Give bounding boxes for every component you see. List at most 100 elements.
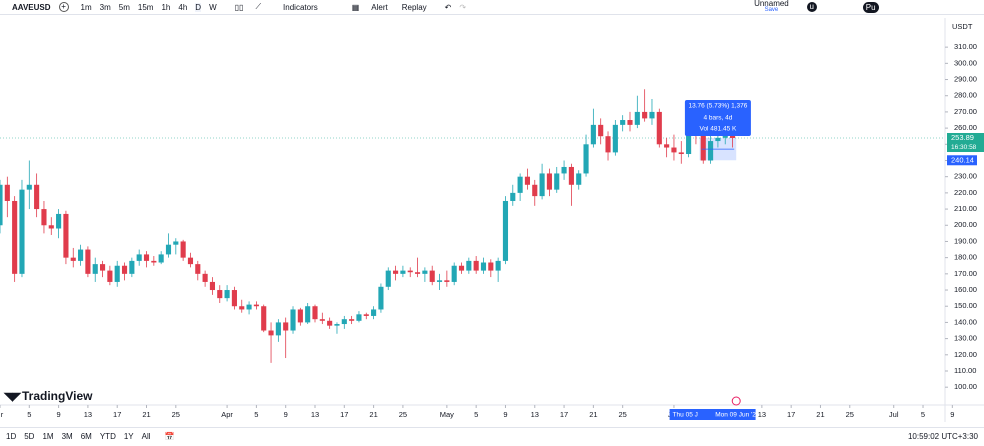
candle-body (576, 173, 582, 185)
interval[interactable]: 15m (137, 2, 154, 12)
currency: USDT (952, 22, 973, 31)
layout-name: Unnamed (754, 0, 789, 8)
range[interactable]: 6M (80, 431, 92, 441)
candle-body (12, 200, 18, 274)
layouts[interactable]: ▦ (351, 2, 360, 12)
y-tick-label: 160.00 (954, 285, 977, 294)
candle-body (656, 111, 662, 145)
candle-body (195, 264, 201, 274)
x-tick-label: 5 (921, 410, 925, 419)
candle-body (209, 281, 216, 291)
candle-body (4, 184, 10, 201)
candle-body (649, 111, 655, 119)
candle-body (429, 270, 435, 282)
replay[interactable]: Replay (401, 2, 427, 12)
interval[interactable]: 1h (161, 2, 171, 12)
measure-text: 13.76 (5.73%) 1,376 (688, 103, 747, 110)
y-tick-label: 100.00 (954, 382, 977, 391)
x-tick-label: 17 (560, 410, 568, 419)
x-tick-label: Jul (889, 410, 899, 419)
candle-body (473, 260, 479, 271)
candle-body (502, 200, 509, 261)
candle-body (708, 141, 714, 161)
chart-type[interactable]: ▯▯ (234, 2, 244, 12)
crosshair-price-label: 240.14 (951, 155, 974, 164)
candle-body (63, 213, 69, 258)
indicators[interactable]: Indicators (283, 2, 318, 12)
x-tick-label: 21 (142, 410, 150, 419)
candle-body (312, 306, 318, 320)
candle-body (187, 257, 194, 265)
y-tick-label: 220.00 (954, 188, 977, 197)
profile[interactable]: Pu (862, 1, 879, 13)
y-tick-label: 280.00 (954, 91, 977, 100)
x-tick-label: 17 (787, 410, 795, 419)
add-symbol[interactable]: + (58, 2, 69, 12)
crosshair-date-bg (669, 409, 756, 420)
range[interactable]: 1Y (123, 431, 134, 441)
alert[interactable]: Alert (371, 2, 388, 12)
y-tick-label: 120.00 (954, 350, 977, 359)
countdown-bg (947, 143, 984, 153)
interval[interactable]: W (209, 2, 217, 12)
interval[interactable]: D (195, 2, 202, 12)
y-tick-label: 210.00 (954, 204, 977, 213)
watermark: TradingView (22, 389, 93, 403)
range[interactable]: 3M (61, 431, 73, 441)
candle-body (129, 260, 135, 274)
x-tick-label: 21 (369, 410, 377, 419)
candle-body (444, 280, 450, 282)
y-tick-label: 270.00 (954, 107, 977, 116)
candle-body (378, 286, 384, 310)
candle-body (700, 134, 706, 161)
undo[interactable]: ↶ (444, 2, 452, 12)
date-range[interactable]: 📅 (164, 431, 175, 441)
candle-body (107, 270, 113, 282)
user[interactable]: u (806, 2, 817, 12)
range[interactable]: 1M (42, 431, 54, 441)
candle-body (158, 254, 164, 263)
candle-body (568, 166, 574, 185)
candle-body (173, 241, 179, 245)
candle-body (627, 120, 633, 125)
interval[interactable]: 1m (80, 2, 92, 12)
range[interactable]: 5D (24, 431, 35, 441)
candle-body (510, 192, 516, 201)
candle-body (722, 134, 728, 138)
x-tick-label: 9 (284, 410, 288, 419)
candle-body (407, 270, 413, 273)
interval[interactable]: 5m (118, 2, 130, 12)
candle-body (26, 184, 32, 190)
save[interactable]: Save (764, 7, 779, 13)
candle-body (678, 152, 684, 155)
candle-body (261, 306, 267, 331)
x-tick-label: 25 (619, 410, 627, 419)
candle-body (546, 173, 552, 190)
candle-body (143, 254, 150, 261)
candle-body (0, 184, 3, 226)
x-tick-label: 17 (113, 410, 121, 419)
candle-body (99, 264, 106, 271)
interval[interactable]: 3m (99, 2, 111, 12)
symbol[interactable]: AAVEUSD (12, 2, 51, 12)
candle-body (327, 320, 333, 326)
range[interactable]: 1D (6, 431, 17, 441)
candle-body (92, 264, 98, 274)
y-tick-label: 170.00 (954, 269, 977, 278)
redo[interactable]: ↷ (459, 2, 467, 12)
candle-body (458, 265, 465, 271)
range[interactable]: All (141, 431, 151, 441)
candle-body (400, 270, 406, 274)
interval[interactable]: 4h (178, 2, 188, 12)
candle-body (349, 319, 355, 321)
y-tick-label: 290.00 (954, 75, 977, 84)
drawing[interactable]: ⟋ (255, 2, 262, 11)
candle-body (231, 290, 237, 307)
range[interactable]: YTD (99, 431, 116, 441)
candle-body (466, 260, 472, 271)
layout[interactable]: Unnamed Save (750, 0, 793, 14)
crosshair-price-bg (947, 155, 977, 166)
candle-body (78, 249, 84, 261)
x-tick-label: 17 (340, 410, 348, 419)
x-tick-label: 25 (399, 410, 407, 419)
